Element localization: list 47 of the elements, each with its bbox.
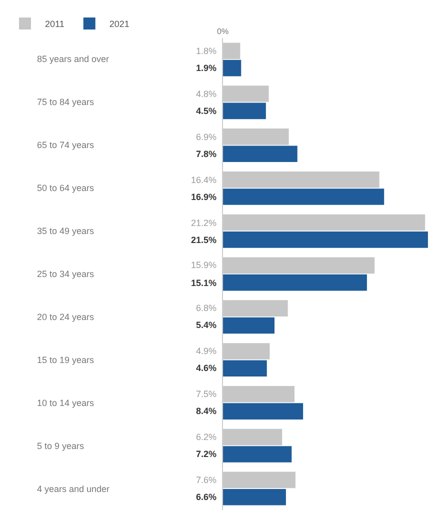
y-tick-label: 65 to 74 years [37, 140, 95, 150]
y-tick-label: 25 to 34 years [37, 269, 95, 279]
data-label: 6.6% [196, 492, 217, 502]
data-label: 7.8% [196, 149, 217, 159]
bar [223, 403, 304, 420]
data-label: 4.5% [196, 106, 217, 116]
bar [223, 232, 428, 248]
data-label: 16.9% [191, 192, 217, 202]
y-tick-label: 4 years and under [37, 484, 110, 494]
bar [223, 488, 286, 506]
legend-label: 2021 [109, 19, 130, 30]
y-tick-label: 15 to 19 years [37, 355, 95, 365]
data-label: 4.6% [196, 363, 217, 373]
y-tick-label: 20 to 24 years [37, 312, 95, 322]
data-label: 15.9% [191, 260, 217, 270]
data-label: 1.9% [196, 63, 217, 73]
bar [223, 274, 367, 291]
data-label: 6.8% [196, 303, 217, 313]
data-label: 8.4% [196, 406, 217, 416]
y-tick-label: 50 to 64 years [37, 183, 95, 193]
data-label: 6.2% [196, 432, 217, 442]
data-label: 4.8% [196, 89, 217, 99]
data-label: 1.8% [196, 46, 217, 56]
data-label: 6.9% [196, 132, 217, 142]
y-tick-label: 75 to 84 years [37, 97, 95, 107]
data-label: 5.4% [196, 320, 217, 330]
bar [223, 60, 242, 76]
data-label: 15.1% [191, 278, 217, 288]
data-label: 21.2% [191, 218, 217, 228]
legend-label: 2011 [45, 19, 64, 30]
data-label: 4.9% [196, 346, 217, 356]
data-label: 7.2% [196, 449, 217, 459]
bar [223, 317, 274, 334]
bar [223, 360, 267, 377]
data-label: 7.5% [196, 389, 217, 399]
bar [223, 446, 292, 462]
bar [223, 102, 266, 120]
text: 0% [217, 27, 229, 36]
bar [223, 188, 384, 205]
data-label: 21.5% [191, 235, 217, 245]
y-tick-label: 85 years and over [37, 54, 110, 64]
data-label: 7.6% [196, 475, 217, 485]
y-tick-label: 10 to 14 years [37, 398, 95, 408]
y-tick-label: 35 to 49 years [37, 226, 95, 236]
y-tick-label: 5 to 9 years [37, 441, 85, 451]
bar [223, 146, 298, 162]
data-label: 16.4% [191, 175, 217, 185]
